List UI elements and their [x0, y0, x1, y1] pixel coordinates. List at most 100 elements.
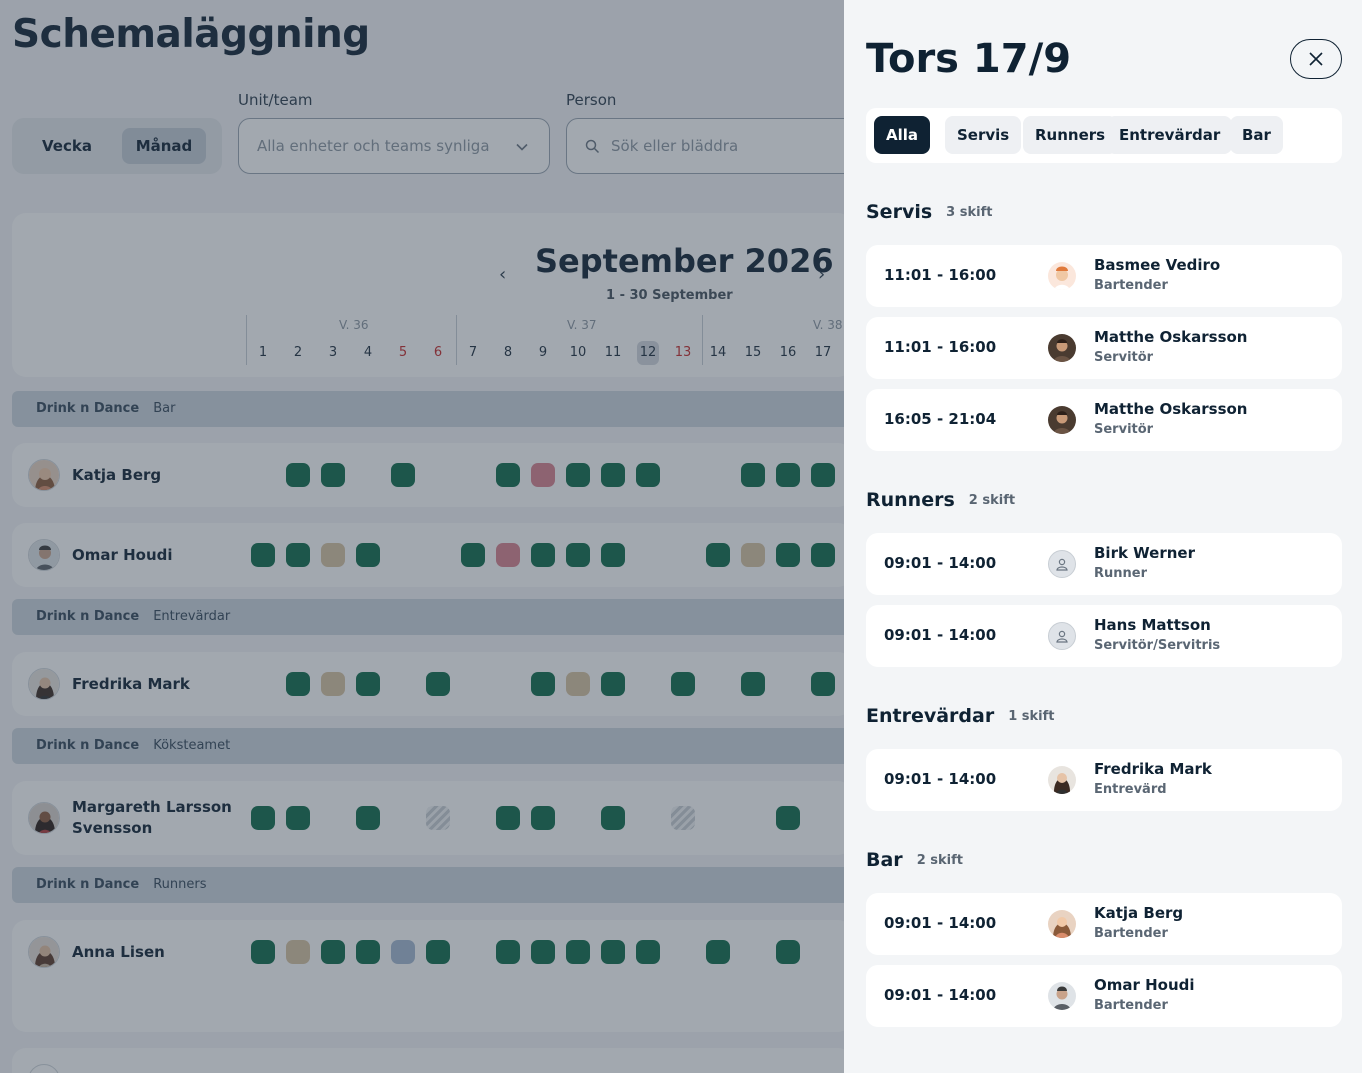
shift-cell-worked[interactable] [531, 672, 555, 696]
shift-cell-worked[interactable] [601, 806, 625, 830]
day-header-1[interactable]: 1 [258, 345, 268, 360]
month-view-button[interactable]: Månad [122, 128, 206, 164]
person-row[interactable]: Anna Lisen [12, 920, 852, 1032]
shift-cell-worked[interactable] [601, 463, 625, 487]
day-header-4[interactable]: 4 [363, 345, 373, 360]
person-row[interactable]: Katja Berg [12, 443, 852, 507]
day-header-12[interactable]: 12 [637, 341, 659, 365]
shift-cell-worked[interactable] [356, 543, 380, 567]
shift-cell-worked[interactable] [776, 806, 800, 830]
filter-chip-bar[interactable]: Bar [1230, 116, 1283, 154]
unit-select[interactable]: Alla enheter och teams synliga [238, 118, 550, 174]
shift-cell-worked[interactable] [566, 463, 590, 487]
shift-cell-worked[interactable] [251, 543, 275, 567]
shift-cell-worked[interactable] [601, 543, 625, 567]
week-view-button[interactable]: Vecka [42, 137, 92, 155]
filter-chip-alla[interactable]: Alla [874, 116, 931, 154]
day-header-3[interactable]: 3 [328, 345, 338, 360]
shift-cell-worked[interactable] [811, 672, 835, 696]
shift-cell-worked[interactable] [286, 543, 310, 567]
shift-cell-worked[interactable] [811, 463, 835, 487]
chevron-left-icon[interactable]: ‹ [499, 264, 507, 285]
shift-cell-worked[interactable] [356, 940, 380, 964]
shift-cell-worked[interactable] [496, 806, 520, 830]
shift-cell-worked[interactable] [391, 463, 415, 487]
shift-cell-worked[interactable] [321, 940, 345, 964]
shift-card[interactable]: 11:01 - 16:00 Basmee Vediro Bartender [866, 245, 1342, 307]
shift-cell-worked[interactable] [706, 940, 730, 964]
shift-card[interactable]: 09:01 - 14:00 Fredrika Mark Entrevärd [866, 749, 1342, 811]
shift-cell-other[interactable] [391, 940, 415, 964]
filter-chip-entrevardar[interactable]: Entrevärdar [1107, 116, 1233, 154]
day-header-14[interactable]: 14 [709, 345, 727, 360]
shift-cell-worked[interactable] [636, 940, 660, 964]
shift-card[interactable]: 09:01 - 14:00 Birk Werner Runner [866, 533, 1342, 595]
shift-cell-unavailable[interactable] [426, 806, 450, 830]
shift-cell-unavailable[interactable] [671, 806, 695, 830]
filter-chip-servis[interactable]: Servis [945, 116, 1022, 154]
shift-cell-worked[interactable] [426, 672, 450, 696]
shift-cell-worked[interactable] [531, 806, 555, 830]
filter-chip-runners[interactable]: Runners [1023, 116, 1118, 154]
day-header-7[interactable]: 7 [468, 345, 478, 360]
shift-cell-leave[interactable] [286, 940, 310, 964]
shift-cell-worked[interactable] [601, 940, 625, 964]
chevron-right-icon[interactable]: › [818, 264, 826, 285]
day-header-5[interactable]: 5 [398, 345, 408, 360]
day-header-11[interactable]: 11 [604, 345, 622, 360]
shift-cell-worked[interactable] [321, 463, 345, 487]
day-header-2[interactable]: 2 [293, 345, 303, 360]
shift-card[interactable]: 11:01 - 16:00 Matthe Oskarsson Servitör [866, 317, 1342, 379]
shift-card[interactable]: 16:05 - 21:04 Matthe Oskarsson Servitör [866, 389, 1342, 451]
day-header-15[interactable]: 15 [744, 345, 762, 360]
shift-cell-worked[interactable] [671, 672, 695, 696]
shift-cell-worked[interactable] [566, 543, 590, 567]
person-row[interactable]: Fredrika Mark [12, 652, 852, 716]
person-row[interactable]: Omar Houdi [12, 523, 852, 587]
shift-cell-worked[interactable] [426, 940, 450, 964]
shift-cell-worked[interactable] [251, 940, 275, 964]
shift-cell-worked[interactable] [741, 672, 765, 696]
shift-cell-leave[interactable] [566, 672, 590, 696]
shift-cell-worked[interactable] [251, 806, 275, 830]
shift-cell-worked[interactable] [496, 463, 520, 487]
shift-cell-leave[interactable] [741, 543, 765, 567]
shift-cell-worked[interactable] [286, 463, 310, 487]
day-header-16[interactable]: 16 [779, 345, 797, 360]
shift-cell-sick[interactable] [531, 463, 555, 487]
shift-cell-worked[interactable] [356, 672, 380, 696]
day-header-13[interactable]: 13 [674, 345, 692, 360]
person-row[interactable] [12, 1048, 852, 1073]
modal-backdrop[interactable] [0, 0, 844, 1073]
shift-cell-worked[interactable] [811, 543, 835, 567]
day-header-6[interactable]: 6 [433, 345, 443, 360]
shift-cell-worked[interactable] [496, 940, 520, 964]
shift-card[interactable]: 09:01 - 14:00 Hans Mattson Servitör/Serv… [866, 605, 1342, 667]
person-row[interactable]: Margareth Larsson Svensson [12, 781, 852, 855]
shift-cell-worked[interactable] [531, 543, 555, 567]
day-header-17[interactable]: 17 [814, 345, 832, 360]
day-header-9[interactable]: 9 [538, 345, 548, 360]
shift-cell-worked[interactable] [776, 463, 800, 487]
shift-cell-worked[interactable] [286, 672, 310, 696]
close-button[interactable] [1290, 39, 1342, 79]
shift-cell-worked[interactable] [636, 463, 660, 487]
day-header-8[interactable]: 8 [503, 345, 513, 360]
person-search-input[interactable]: Sök eller bläddra [566, 118, 866, 174]
shift-cell-worked[interactable] [286, 806, 310, 830]
shift-cell-worked[interactable] [531, 940, 555, 964]
shift-cell-worked[interactable] [601, 672, 625, 696]
shift-cell-worked[interactable] [461, 543, 485, 567]
shift-cell-worked[interactable] [566, 940, 590, 964]
shift-cell-worked[interactable] [356, 806, 380, 830]
shift-cell-worked[interactable] [776, 940, 800, 964]
shift-card[interactable]: 09:01 - 14:00 Katja Berg Bartender [866, 893, 1342, 955]
shift-cell-sick[interactable] [496, 543, 520, 567]
shift-cell-worked[interactable] [706, 543, 730, 567]
day-header-10[interactable]: 10 [569, 345, 587, 360]
shift-cell-leave[interactable] [321, 672, 345, 696]
shift-cell-worked[interactable] [776, 543, 800, 567]
shift-cell-leave[interactable] [321, 543, 345, 567]
shift-card[interactable]: 09:01 - 14:00 Omar Houdi Bartender [866, 965, 1342, 1027]
shift-cell-worked[interactable] [741, 463, 765, 487]
